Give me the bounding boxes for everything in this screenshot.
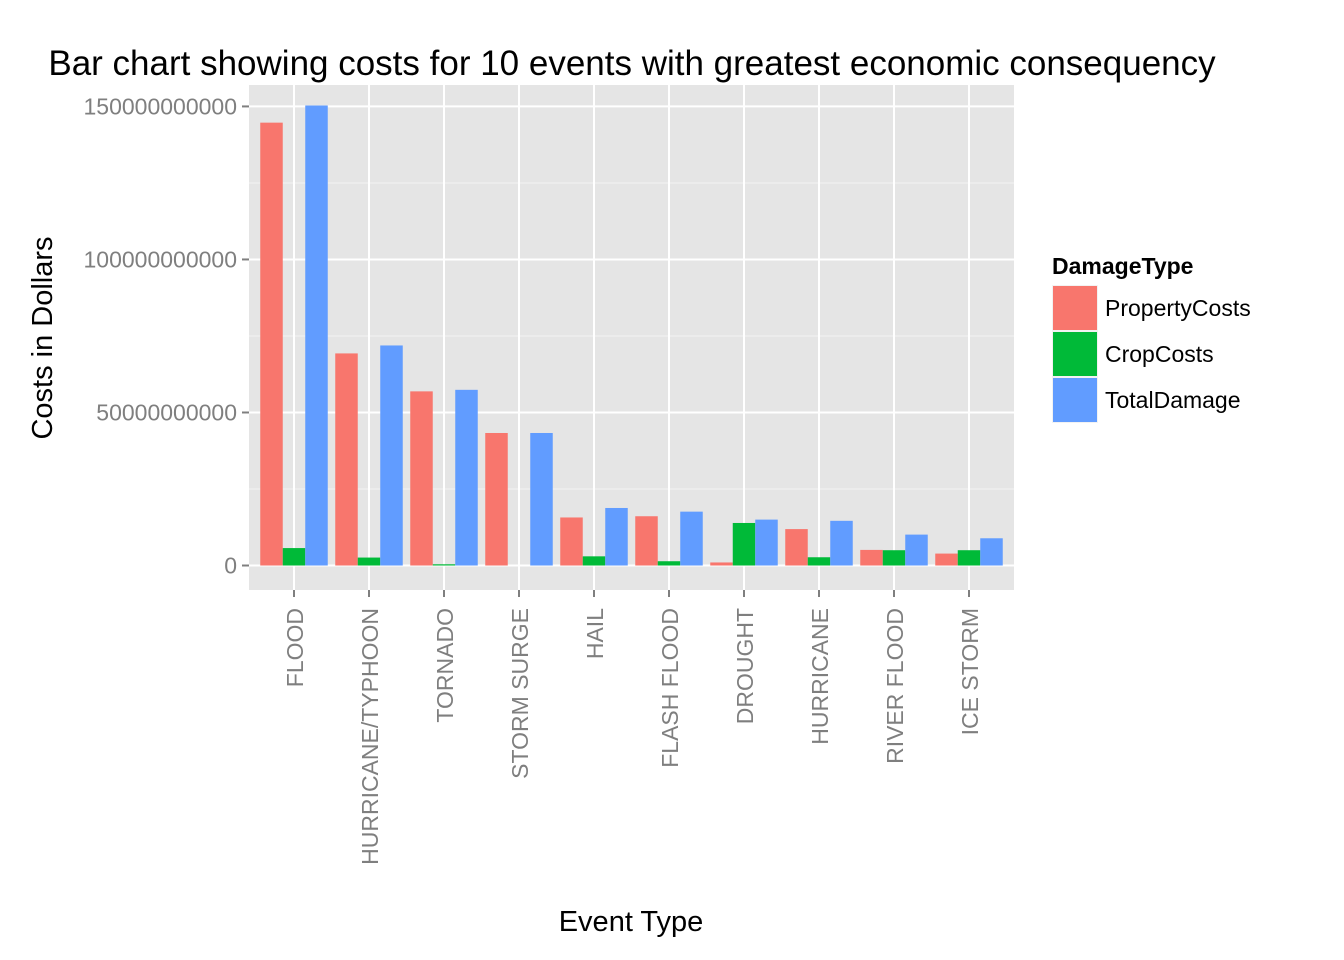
bar-propertycosts bbox=[410, 391, 433, 566]
bar-propertycosts bbox=[935, 553, 958, 566]
major-gridlines bbox=[249, 85, 1014, 590]
x-tick-label: HURRICANE/TYPHOON bbox=[357, 608, 383, 865]
legend-swatch bbox=[1053, 286, 1097, 330]
x-tick-label: STORM SURGE bbox=[507, 608, 533, 779]
x-tick-label: FLOOD bbox=[282, 608, 308, 687]
y-tick-label: 50000000000 bbox=[96, 399, 237, 425]
x-tick-label: HAIL bbox=[582, 608, 608, 659]
bar-cropcosts bbox=[432, 564, 456, 566]
y-tick-label: 100000000000 bbox=[84, 246, 238, 272]
bar-totaldamage bbox=[455, 389, 478, 566]
bar-propertycosts bbox=[635, 516, 658, 566]
bar-totaldamage bbox=[905, 534, 928, 566]
legend-swatch bbox=[1053, 332, 1097, 376]
legend-swatch bbox=[1053, 378, 1097, 422]
bar-propertycosts bbox=[560, 517, 583, 566]
x-tick-label: RIVER FLOOD bbox=[882, 608, 908, 764]
bar-propertycosts bbox=[485, 432, 508, 566]
bar-totaldamage bbox=[380, 345, 403, 566]
x-tick-label: DROUGHT bbox=[732, 608, 758, 724]
bar-totaldamage bbox=[980, 538, 1003, 566]
x-tick-label: ICE STORM bbox=[957, 608, 983, 735]
y-tick-label: 150000000000 bbox=[84, 93, 238, 119]
bar-propertycosts bbox=[260, 122, 283, 566]
y-axis-title: Costs in Dollars bbox=[27, 236, 59, 439]
bar-cropcosts bbox=[582, 556, 606, 566]
bar-cropcosts bbox=[282, 548, 306, 566]
bar-cropcosts bbox=[657, 561, 681, 566]
y-tick-label: 0 bbox=[224, 553, 237, 579]
bar-cropcosts bbox=[957, 550, 981, 566]
bars bbox=[260, 105, 1003, 566]
x-tick-label: FLASH FLOOD bbox=[657, 608, 683, 768]
bar-totaldamage bbox=[530, 432, 553, 566]
bar-cropcosts bbox=[732, 522, 756, 566]
chart-title: Bar chart showing costs for 10 events wi… bbox=[48, 44, 1216, 83]
bar-cropcosts bbox=[882, 550, 906, 566]
bar-totaldamage bbox=[830, 520, 853, 566]
bar-propertycosts bbox=[710, 562, 733, 566]
legend-label: TotalDamage bbox=[1105, 387, 1241, 413]
y-axis: 0 50000000000 100000000000 150000000000 bbox=[84, 93, 249, 579]
legend-label: PropertyCosts bbox=[1105, 295, 1251, 321]
bar-propertycosts bbox=[335, 353, 358, 566]
bar-cropcosts bbox=[357, 557, 381, 566]
bar-totaldamage bbox=[305, 105, 328, 566]
bar-totaldamage bbox=[680, 511, 703, 566]
plot-panel bbox=[249, 85, 1014, 590]
x-axis-title: Event Type bbox=[559, 906, 704, 938]
bar-cropcosts bbox=[807, 557, 831, 566]
bar-propertycosts bbox=[785, 529, 808, 566]
legend-title: DamageType bbox=[1052, 253, 1193, 279]
bar-propertycosts bbox=[860, 549, 883, 566]
x-axis: FLOOD HURRICANE/TYPHOON TORNADO STORM SURGE… bbox=[282, 590, 983, 865]
x-tick-label: HURRICANE bbox=[807, 608, 833, 745]
legend-label: CropCosts bbox=[1105, 341, 1214, 367]
minor-gridlines bbox=[249, 182, 1014, 490]
x-tick-label: TORNADO bbox=[432, 608, 458, 723]
bar-totaldamage bbox=[605, 507, 628, 566]
legend: DamageType PropertyCosts CropCosts TotalDa… bbox=[1052, 253, 1251, 423]
bar-totaldamage bbox=[755, 519, 778, 566]
